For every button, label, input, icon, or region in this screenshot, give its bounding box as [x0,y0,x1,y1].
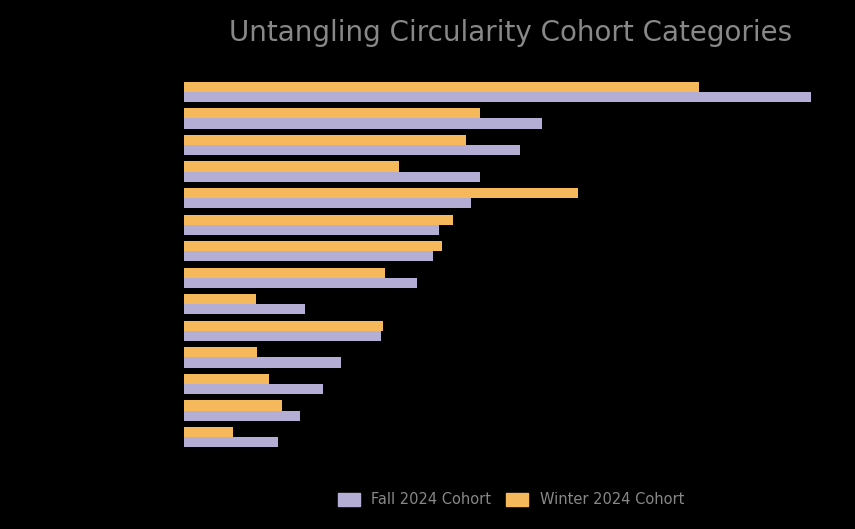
Bar [184,161,399,171]
Bar [184,427,233,437]
Bar [184,400,282,411]
Bar [184,118,542,129]
Bar [184,215,452,225]
Bar [184,348,257,358]
Bar [184,304,304,314]
Bar [184,241,442,251]
Bar [184,384,322,394]
Bar [184,374,269,384]
Bar [184,278,416,288]
Bar [184,294,256,304]
Bar [184,108,480,118]
Bar [184,268,386,278]
Bar [184,198,470,208]
Bar [184,331,381,341]
Bar [184,135,466,145]
Bar [184,251,433,261]
Bar [184,92,811,102]
Bar [184,145,520,155]
Legend: Fall 2024 Cohort, Winter 2024 Cohort: Fall 2024 Cohort, Winter 2024 Cohort [331,485,691,515]
Bar [184,358,340,368]
Bar [184,437,278,447]
Bar [184,225,439,235]
Bar [184,411,300,421]
Bar [184,82,699,92]
Bar [184,171,480,181]
Bar [184,188,578,198]
Title: Untangling Circularity Cohort Categories: Untangling Circularity Cohort Categories [229,19,793,47]
Bar [184,321,383,331]
